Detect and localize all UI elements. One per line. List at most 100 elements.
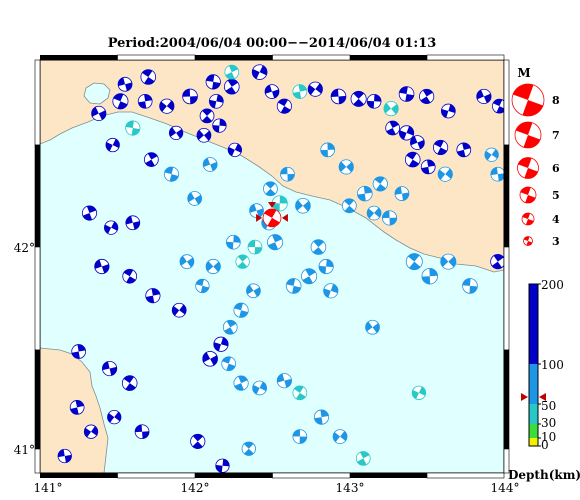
earthquake-mechanism [365,319,380,335]
earthquake-mechanism [221,356,237,372]
earthquake-mechanism [433,139,449,156]
depth-color-scale: 200 100 50 30 10 0 Depth(km) [508,278,580,482]
frame-band [195,55,273,60]
depth-legend-title: Depth(km) [508,468,580,482]
earthquake-mechanism [338,159,354,175]
earthquake-mechanism [437,166,453,182]
earthquake-mechanism [104,220,119,235]
depth-pointer-right [539,393,546,401]
earthquake-mechanism [280,166,295,182]
x-tick-label: 142° [181,481,210,495]
earthquake-mechanism [420,159,436,175]
earthquake-mechanism [320,142,336,158]
depth-bar-veryshallow [529,424,538,438]
magnitude-legend-mechanism [514,121,542,149]
earthquake-mechanism [394,186,410,201]
magnitude-label: 8 [552,94,560,107]
earthquake-mechanism [252,380,267,396]
earthquake-mechanism [212,118,227,133]
lake-toya [83,82,111,105]
earthquake-mechanism [456,142,472,158]
x-tick-label: 143° [336,481,365,495]
earthquake-mechanism [227,142,243,158]
earthquake-mechanism [187,191,203,206]
depth-pointer [521,393,546,401]
hypocenter-mechanism [262,208,282,228]
earthquake-mechanism [143,152,159,167]
earthquake-mechanism [107,409,122,425]
earthquake-mechanism [350,90,367,107]
earthquake-mechanism [366,93,382,109]
frame-band [503,349,510,450]
earthquake-mechanism [381,210,398,226]
magnitude-legend: M 8 7 6 5 4 3 [511,66,560,248]
earthquake-mechanism [125,215,141,231]
earthquake-mechanism [163,166,180,182]
earthquake-mechanism [205,258,221,275]
earthquake-mechanism [121,375,138,391]
earthquake-mechanism [91,105,107,122]
frame-band [34,246,41,351]
earthquake-mechanism [492,98,504,114]
earthquake-mechanism [410,135,425,150]
earthquake-mechanism [301,268,318,285]
magnitude-label: 3 [552,235,560,248]
frame-band [350,473,427,478]
earthquake-mechanism [419,88,435,105]
frame-band [34,59,41,146]
earthquake-mechanism [246,283,261,299]
map-title: Period:2004/06/04 00:00−−2014/06/04 01:1… [107,36,437,51]
earthquake-mechanism [190,433,206,449]
earthquake-mechanism [224,64,240,80]
depth-bar-deep [529,284,538,364]
depth-bar-surface [529,438,538,446]
earthquake-mechanism [285,278,302,294]
earthquake-mechanism [102,360,118,377]
depth-bar-mid [529,364,538,404]
y-tick-label: 42° [14,241,35,255]
y-tick-label: 41° [14,443,35,457]
frame-band [195,473,273,478]
depth-tick-label: 30 [541,416,556,430]
earthquake-mechanism [355,451,371,466]
earthquake-mechanism [140,69,157,85]
magnitude-legend-mechanism [519,186,537,204]
earthquake-mechanism [225,234,241,250]
earthquake-mechanism [264,84,280,99]
earthquake-mechanism [199,108,215,124]
earthquake-mechanism [57,448,72,464]
earthquake-mechanism [372,176,388,192]
earthquake-mechanism [222,319,238,335]
frame-band [40,55,118,60]
earthquake-mechanism [490,254,504,270]
earthquake-mechanism [117,76,133,92]
magnitude-label: 7 [552,129,560,142]
earthquake-mechanism [267,234,284,251]
earthquake-mechanism [292,429,308,444]
earthquake-mechanism [235,254,250,269]
earthquake-mechanism [241,441,256,456]
frame-band [40,473,118,478]
frame-band [426,54,505,61]
earthquake-mechanism [383,101,399,117]
frame-band [350,55,427,60]
magnitude-legend-mechanism [511,83,545,117]
earthquake-mechanism [405,253,423,271]
earthquake-mechanism [69,400,85,415]
earthquake-mechanism [215,458,230,473]
frame-band [34,448,41,474]
earthquake-mechanism [271,195,288,212]
hypocenter-marker-top [268,201,276,208]
frame-band [503,448,510,474]
earthquake-mechanism [476,88,492,105]
earthquake-mechanism [105,137,120,153]
earthquake-mechanism [295,197,311,214]
frame-band [503,144,510,248]
earthquake-mechanism [122,268,138,284]
earthquake-mechanism [112,93,129,110]
depth-tick-label: 200 [541,278,564,292]
earthquake-mechanism [307,81,323,97]
earthquake-mechanism [251,64,268,80]
event-group [57,64,504,473]
